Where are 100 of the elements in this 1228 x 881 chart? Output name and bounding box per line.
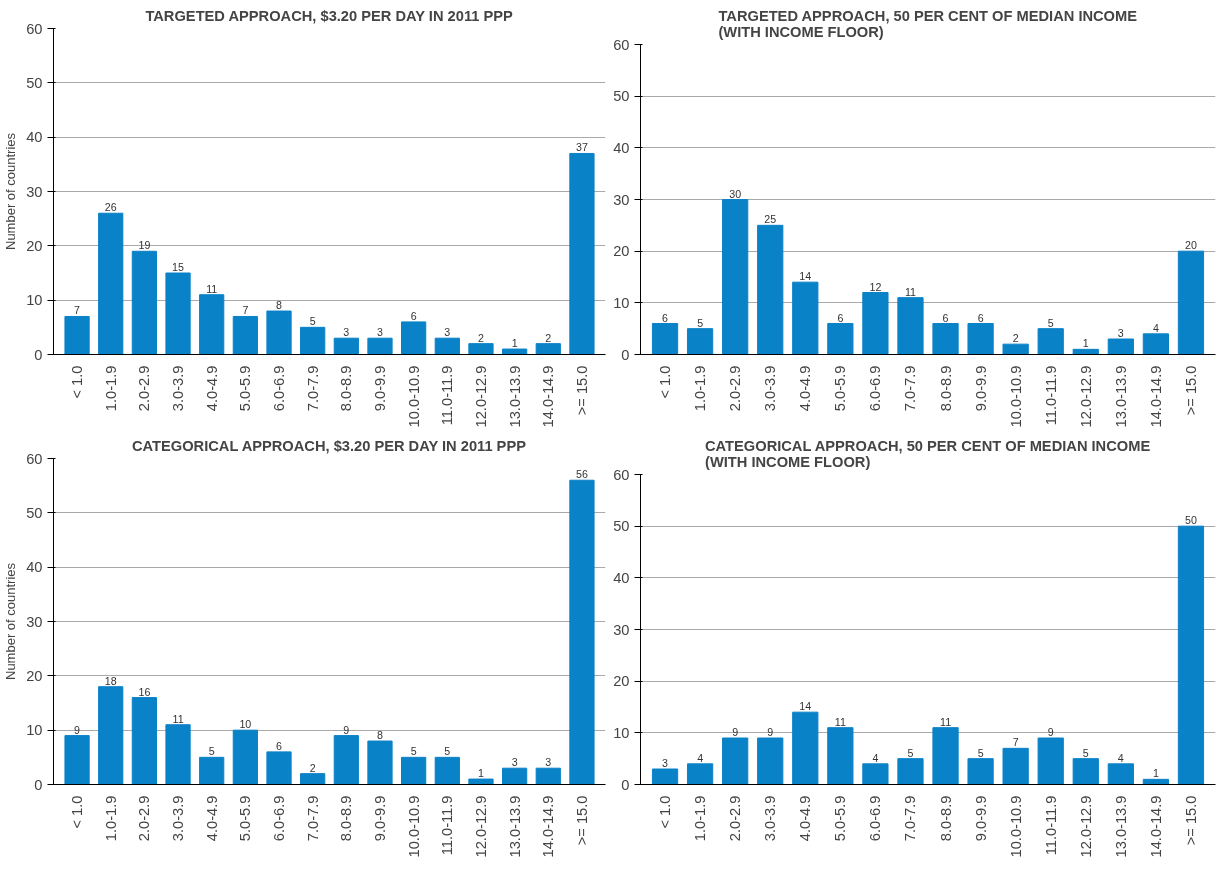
data-label: 18: [104, 674, 117, 687]
x-tick-label: 6.0-6.9: [867, 365, 884, 412]
bar: [897, 297, 924, 355]
x-tick-label: 13.0-13.9: [506, 365, 523, 428]
bar: [722, 199, 749, 355]
data-label: 10: [239, 718, 252, 731]
data-label: 5: [907, 746, 914, 759]
x-tick-label: 4.0-4.9: [203, 365, 220, 412]
x-tick-label: 5.0-5.9: [237, 795, 254, 842]
bar: [468, 778, 494, 785]
data-label: 15: [172, 261, 185, 273]
x-tick-label: >= 15.0: [1182, 365, 1199, 416]
data-label: 4: [697, 751, 704, 764]
x-tick-label: 6.0-6.9: [867, 795, 884, 842]
x-tick-label: 8.0-8.9: [338, 795, 355, 842]
bar: [686, 328, 714, 355]
x-tick-label: 10.0-10.9: [1007, 365, 1024, 428]
bar: [535, 343, 561, 355]
bar: [199, 756, 225, 785]
data-label: 11: [904, 285, 917, 298]
data-label: 7: [1012, 736, 1019, 749]
data-label: 6: [837, 311, 844, 324]
y-axis-title: Number of countries: [3, 132, 19, 251]
data-label: 1: [1082, 337, 1089, 350]
x-tick-label: < 1.0: [657, 795, 674, 829]
bar: [1107, 338, 1134, 355]
x-tick-label: 5.0-5.9: [237, 365, 254, 412]
x-tick-label: 13.0-13.9: [1112, 365, 1129, 428]
data-label: 5: [977, 746, 984, 759]
bar: [757, 737, 784, 785]
bar: [131, 250, 157, 355]
x-tick-label: 10.0-10.9: [405, 365, 422, 428]
bar: [686, 763, 714, 785]
y-tick-label: 30: [26, 613, 43, 630]
bar: [722, 737, 749, 785]
y-tick-label: 40: [613, 569, 630, 586]
data-label: 9: [732, 726, 739, 738]
x-tick-label: 11.0-11.9: [439, 365, 456, 426]
x-tick-label: 1.0-1.9: [692, 795, 709, 842]
data-label: 6: [276, 739, 283, 752]
bar: [333, 735, 359, 785]
data-label: 2: [545, 331, 552, 344]
x-tick-label: 5.0-5.9: [832, 365, 849, 412]
x-tick-label: 11.0-11.9: [1042, 365, 1059, 426]
x-tick-label: 7.0-7.9: [304, 795, 321, 842]
x-tick-label: < 1.0: [69, 365, 86, 399]
x-tick-label: 6.0-6.9: [271, 795, 288, 842]
bar: [569, 152, 595, 355]
data-label: 1: [1152, 767, 1159, 780]
data-label: 14: [799, 700, 812, 713]
bar: [1037, 328, 1064, 355]
data-label: 4: [1152, 321, 1159, 334]
data-label: 5: [208, 745, 215, 758]
data-label: 5: [697, 316, 704, 329]
x-tick-label: 12.0-12.9: [1077, 365, 1094, 428]
x-tick-label: >= 15.0: [1182, 795, 1199, 846]
y-tick-label: 30: [613, 621, 630, 638]
x-tick-label: 1.0-1.9: [102, 795, 119, 842]
x-tick-label: 11.0-11.9: [439, 795, 456, 856]
bar: [1072, 758, 1099, 785]
bar: [367, 337, 393, 355]
bar: [502, 348, 528, 355]
bar: [300, 773, 326, 785]
x-tick-label: < 1.0: [69, 795, 86, 829]
bar: [266, 310, 292, 355]
x-tick-label: 14.0-14.9: [540, 365, 557, 428]
bar: [1002, 747, 1029, 785]
bar: [468, 343, 494, 355]
data-label: 9: [343, 723, 350, 736]
x-tick-label: 9.0-9.9: [972, 795, 989, 842]
data-label: 2: [478, 331, 484, 344]
bar: [757, 224, 784, 355]
bar: [232, 315, 258, 355]
x-tick-label: 7.0-7.9: [902, 795, 919, 842]
data-label: 3: [343, 326, 350, 339]
data-label: 2: [309, 761, 316, 774]
y-tick-label: 10: [26, 722, 43, 739]
bar: [232, 729, 258, 785]
data-label: 9: [74, 723, 81, 736]
bar: [98, 212, 124, 355]
bar: [300, 326, 326, 355]
x-tick-label: 12.0-12.9: [472, 795, 489, 858]
x-tick-label: 2.0-2.9: [136, 365, 153, 412]
y-tick-label: 30: [613, 191, 630, 208]
bar: [1177, 250, 1205, 355]
bar: [1177, 525, 1205, 785]
x-tick-label: 8.0-8.9: [937, 795, 954, 842]
x-tick-label: 3.0-3.9: [170, 795, 187, 842]
x-tick-label: 2.0-2.9: [727, 795, 744, 842]
x-tick-label: 11.0-11.9: [1042, 795, 1059, 856]
data-label: 16: [138, 685, 151, 698]
data-label: 1: [478, 767, 484, 780]
bar: [1142, 333, 1170, 355]
bar: [98, 686, 124, 785]
data-label: 11: [940, 715, 952, 728]
x-tick-label: 1.0-1.9: [102, 365, 119, 412]
x-tick-label: 7.0-7.9: [304, 365, 321, 412]
bar: [967, 323, 994, 355]
data-label: 9: [1047, 726, 1054, 738]
bar: [897, 758, 924, 785]
